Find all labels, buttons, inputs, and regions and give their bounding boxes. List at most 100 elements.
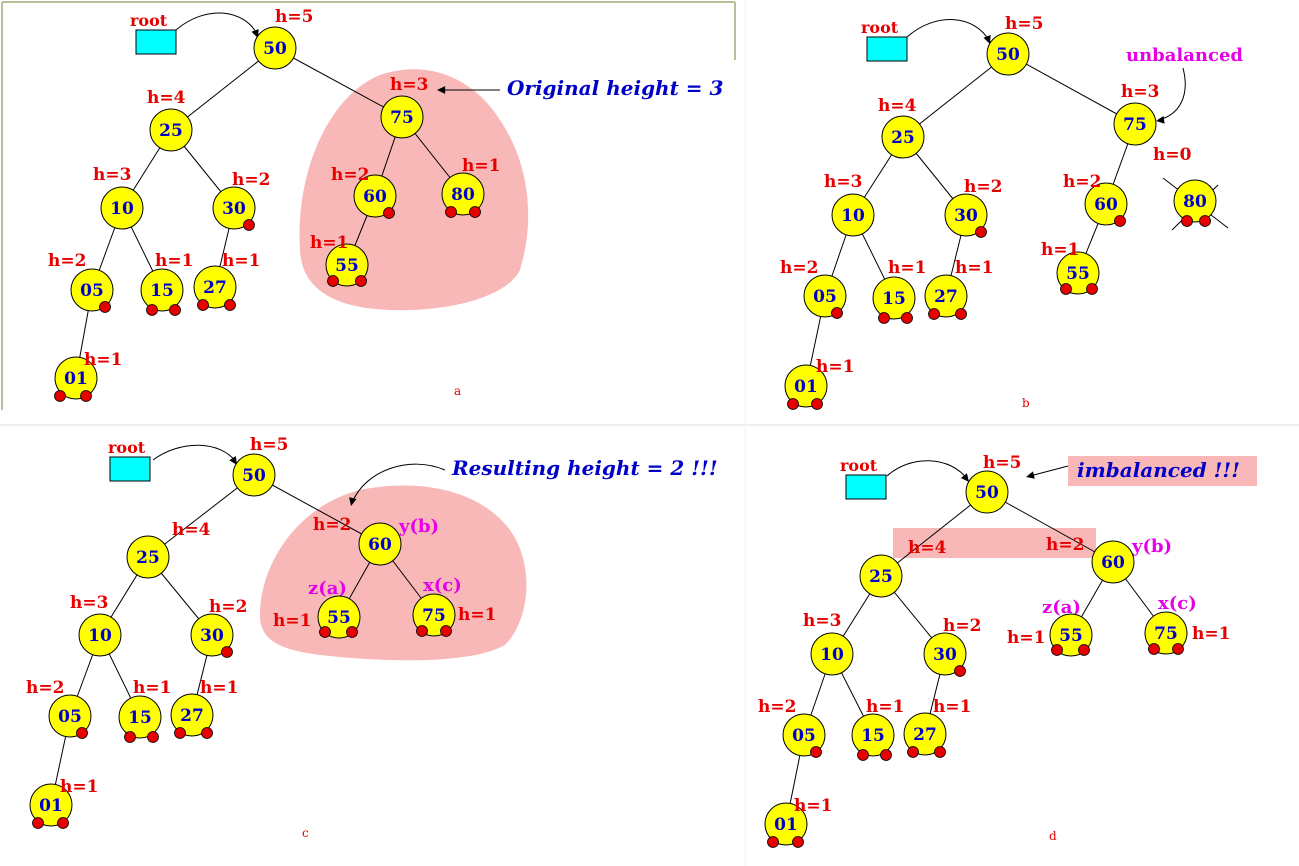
node-circle <box>54 356 98 400</box>
height-label: h=2 <box>780 258 818 278</box>
height-label: h=3 <box>70 593 108 613</box>
node-key: 60 <box>1101 553 1125 573</box>
null-child-dot <box>1172 643 1184 655</box>
node-c-30: 30h=2 <box>190 597 247 658</box>
node-a-25: 25 h=4 <box>147 88 193 152</box>
null-child-dot <box>445 206 457 218</box>
null-child-dot <box>857 749 869 761</box>
node-circle <box>126 535 170 579</box>
height-label: h=2 <box>26 678 64 698</box>
null-child-dot <box>1181 215 1193 227</box>
node-d-05: 05h=2 <box>758 697 826 758</box>
null-child-dot <box>901 312 913 324</box>
node-key: 01 <box>64 369 88 389</box>
null-child-dot <box>54 390 66 402</box>
node-circle <box>353 174 397 218</box>
height-label: h=5 <box>275 7 313 27</box>
node-key: 25 <box>159 121 183 141</box>
null-child-dot <box>169 304 181 316</box>
height-label: h=1 <box>273 611 311 631</box>
tag-y-b: y(b) <box>1131 536 1172 557</box>
node-d-27: 27h=1 <box>903 697 971 758</box>
node-b-05: 05h=2 <box>780 258 847 319</box>
null-child-dot <box>767 836 779 848</box>
node-key: 55 <box>335 256 359 276</box>
node-circle <box>140 268 184 312</box>
node-circle <box>48 694 92 738</box>
node-a-27: 27h=1 <box>193 251 260 311</box>
null-child-dot <box>878 312 890 324</box>
node-d-30: 30h=2 <box>923 616 981 677</box>
edges-layer <box>50 47 1167 825</box>
node-key: 55 <box>1066 264 1090 284</box>
node-key: 25 <box>891 128 915 148</box>
null-child-dot <box>810 746 822 758</box>
null-child-dot <box>1051 644 1063 656</box>
node-circle <box>232 453 276 497</box>
node-circle <box>859 554 903 598</box>
node-key: 27 <box>934 287 958 307</box>
edge-b-50-25 <box>902 53 1009 138</box>
node-key: 60 <box>1094 195 1118 215</box>
null-child-dot <box>146 304 158 316</box>
height-label: h=1 <box>84 350 122 370</box>
node-c-25: 25 h=4 <box>126 520 211 579</box>
height-label: h=5 <box>250 435 288 455</box>
node-d-01: 01h=1 <box>764 796 832 848</box>
node-circle <box>803 274 847 318</box>
root-arrowhead <box>960 473 969 482</box>
null-child-dot <box>907 746 919 758</box>
node-circle <box>923 632 967 676</box>
root-pointer-box <box>845 474 887 500</box>
node-circle <box>986 32 1030 76</box>
node-key: 10 <box>841 206 865 226</box>
imbalanced-arrowhead <box>1026 471 1035 479</box>
nodes-layer: 50h=525h=475h=310h=330h=260h=280h=105h=2… <box>26 7 1230 848</box>
node-key: 80 <box>451 185 475 205</box>
height-label: h=1 <box>933 697 971 717</box>
node-circle <box>1091 540 1135 584</box>
node-b-60: 60h=2 <box>1063 172 1128 227</box>
height-label: h=2 <box>1046 535 1084 555</box>
tag-y-b: y(b) <box>398 516 439 537</box>
null-child-dot <box>32 817 44 829</box>
node-key: 15 <box>150 281 174 301</box>
null-child-dot <box>57 817 69 829</box>
node-circle <box>903 712 947 756</box>
resulting-height-note: Resulting height = 2 !!! <box>451 456 718 480</box>
node-c-10: 10 h=3 <box>70 593 122 657</box>
node-circle <box>358 522 402 566</box>
unbalanced-arrow <box>1157 67 1186 121</box>
node-key: 05 <box>58 707 82 727</box>
node-key: 25 <box>136 548 160 568</box>
node-circle <box>965 470 1009 514</box>
tag-x-c: x(c) <box>1158 593 1197 614</box>
null-child-dot <box>76 727 88 739</box>
root-label: root <box>861 18 899 37</box>
node-d-25: 25 h=4 <box>859 538 947 598</box>
height-label: h=1 <box>310 233 348 253</box>
node-b-50: 50 h=5 <box>986 14 1043 76</box>
null-child-dot <box>975 226 987 238</box>
root-arrowhead <box>251 29 259 38</box>
node-key: 01 <box>794 377 818 397</box>
null-child-dot <box>1148 643 1160 655</box>
height-label: h=5 <box>1005 14 1043 34</box>
null-child-dot <box>327 275 339 287</box>
unbalanced-arrowhead <box>1156 116 1165 124</box>
height-label: h=5 <box>983 453 1021 473</box>
null-child-dot <box>954 665 966 677</box>
node-b-25: 25 h=4 <box>878 96 925 159</box>
node-circle <box>944 193 988 237</box>
node-b-30: 30h=2 <box>944 177 1002 238</box>
height-label: h=3 <box>390 75 428 95</box>
edge-b-50-75 <box>1007 53 1136 125</box>
node-circle <box>70 268 114 312</box>
node-d-55: 55 h=1 <box>1007 613 1093 657</box>
root-arrowhead <box>229 456 237 465</box>
null-child-dot <box>201 727 213 739</box>
node-circle <box>1084 182 1128 226</box>
height-label: h=4 <box>147 88 186 108</box>
node-b-01: 01h=1 <box>784 357 854 410</box>
node-circle <box>782 713 826 757</box>
